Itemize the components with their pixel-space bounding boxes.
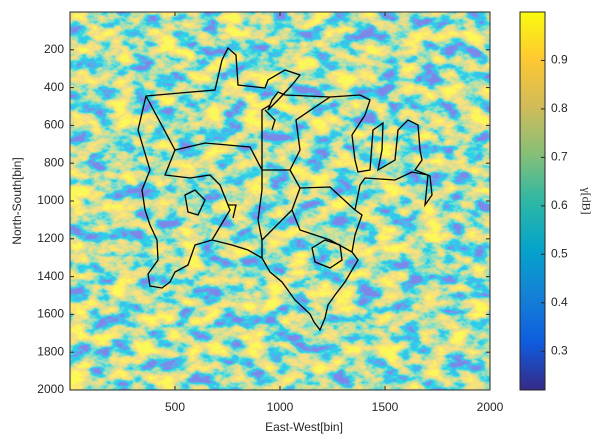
colorbar-tick-label: 0.6 <box>551 198 568 212</box>
x-axis-label: East-West[bin] <box>265 420 343 434</box>
y-tick-label: 1400 <box>37 269 64 283</box>
x-tick-label: 500 <box>165 400 185 414</box>
y-tick-label: 200 <box>44 42 64 56</box>
colorbar <box>520 12 545 390</box>
x-tick-label: 2000 <box>477 400 504 414</box>
y-tick-label: 1000 <box>37 193 64 207</box>
colorbar-tick-label: 0.3 <box>551 343 568 357</box>
colorbar-tick-label: 0.7 <box>551 150 568 164</box>
y-tick-label: 1800 <box>37 344 64 358</box>
x-tick-label: 1500 <box>372 400 399 414</box>
x-tick-label: 1000 <box>267 400 294 414</box>
colorbar-tick-label: 0.5 <box>551 246 568 260</box>
y-tick-label: 1600 <box>37 307 64 321</box>
colorbar-label: γ[dB] <box>579 186 593 214</box>
y-tick-label: 800 <box>44 155 64 169</box>
heatmap-image <box>70 12 490 390</box>
colorbar-tick-label: 0.8 <box>551 101 568 115</box>
y-tick-label: 400 <box>44 80 64 94</box>
y-tick-label: 1200 <box>37 231 64 245</box>
chart: East-West[bin] North-South[bin] γ[dB] 50… <box>0 0 599 437</box>
y-tick-label: 600 <box>44 118 64 132</box>
colorbar-tick-label: 0.9 <box>551 53 568 67</box>
y-tick-label: 2000 <box>37 382 64 396</box>
colorbar-tick-label: 0.4 <box>551 295 568 309</box>
y-axis-label: North-South[bin] <box>10 157 24 244</box>
